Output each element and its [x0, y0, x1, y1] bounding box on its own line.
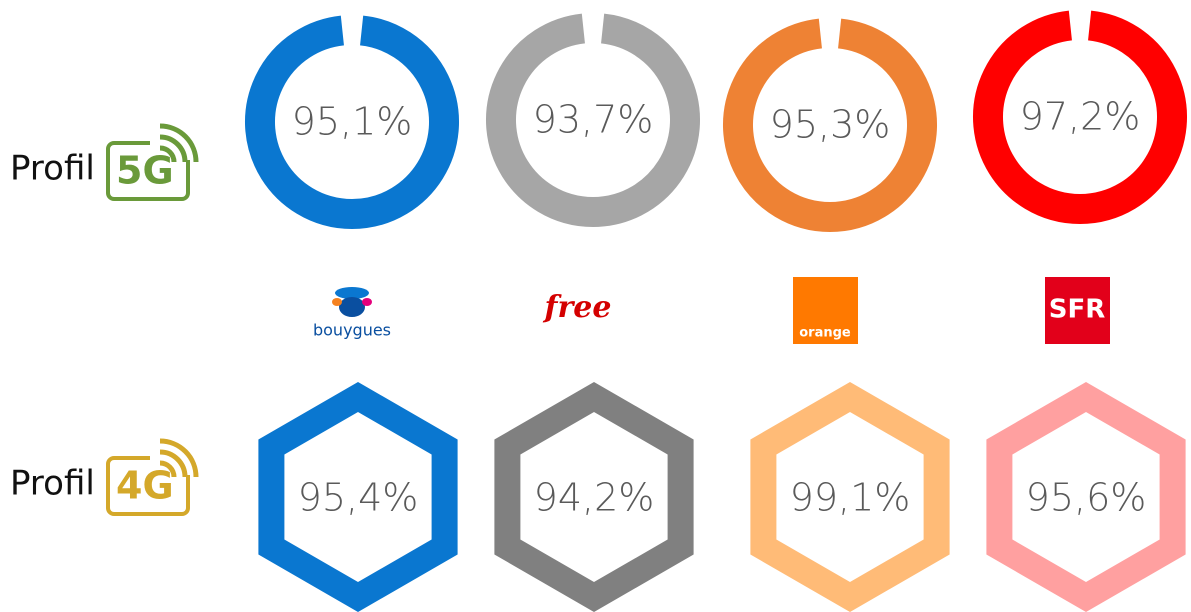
operator-name: free	[543, 290, 612, 325]
signal-arc	[159, 134, 188, 163]
signal-arc	[159, 449, 188, 478]
sfr-logo	[1045, 277, 1110, 344]
orange-logo	[793, 277, 858, 344]
donut-ring	[245, 15, 459, 229]
value-label: 95,3%	[770, 103, 891, 147]
bouygues-logo	[332, 287, 372, 317]
hexagon	[986, 381, 1186, 612]
badge-text: 5G	[116, 149, 174, 193]
value-label: 94,2%	[534, 476, 655, 520]
signal-arc	[159, 123, 199, 163]
hexagon	[258, 381, 458, 612]
profile-label: Profil	[10, 464, 95, 504]
operator-name: bouygues	[313, 321, 391, 340]
badge-frame	[106, 456, 190, 516]
operator-name: orange	[799, 326, 851, 341]
value-label: 97,2%	[1020, 95, 1141, 139]
profile-label: Profil	[10, 149, 95, 189]
badge-text: 4G	[116, 464, 174, 508]
value-label: 99,1%	[790, 476, 911, 520]
badge-frame	[106, 141, 190, 201]
signal-arc	[159, 460, 177, 478]
signal-arc	[159, 438, 199, 478]
donut-ring	[723, 18, 937, 232]
hexagon	[494, 381, 694, 612]
value-label: 95,4%	[298, 476, 419, 520]
donut-ring	[486, 13, 700, 227]
signal-arc	[159, 145, 177, 163]
value-label: 95,6%	[1026, 476, 1147, 520]
value-label: 95,1%	[292, 100, 413, 144]
donut-ring	[973, 10, 1187, 224]
hexagon	[750, 381, 950, 612]
value-label: 93,7%	[533, 98, 654, 142]
operator-name: SFR	[1049, 295, 1106, 325]
